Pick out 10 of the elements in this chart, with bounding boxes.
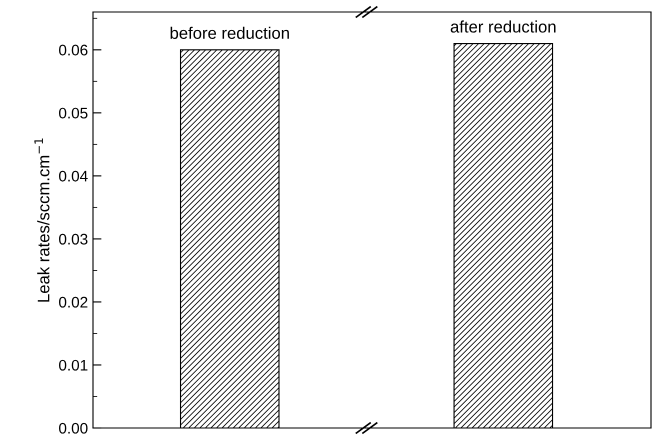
y-tick-label: 0.04: [59, 170, 88, 182]
y-tick-label: 0.05: [59, 108, 88, 119]
y-tick-label: 0.01: [59, 360, 88, 371]
y-tick-label: 0.00: [59, 422, 88, 434]
y-axis-title: Leak rates/sccm.cm$^{−1}$: [34, 138, 50, 302]
y-tick-label: 0.02: [59, 296, 88, 308]
y-tick-label: 0.06: [59, 44, 88, 56]
x-tick-label: after reduction: [450, 20, 556, 33]
x-tick-label: before reduction: [170, 26, 289, 39]
y-tick-label: 0.03: [59, 234, 88, 245]
